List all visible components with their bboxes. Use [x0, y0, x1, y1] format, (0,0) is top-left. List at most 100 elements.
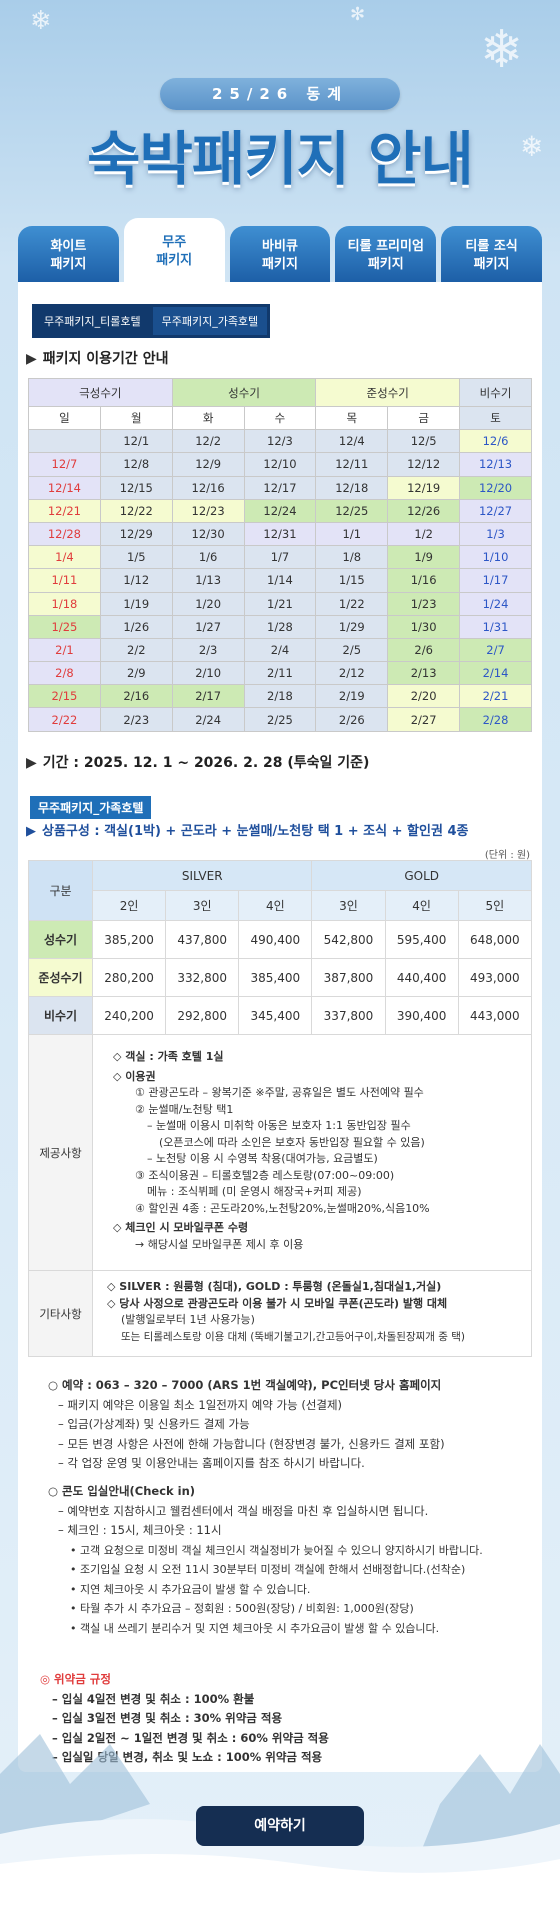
info-line: – 패키지 예약은 이용일 최소 1일전까지 예약 가능 (선결제) — [58, 1397, 343, 1412]
penalty-line: – 입실 4일전 변경 및 취소 : 100% 환불 — [52, 1691, 255, 1706]
calendar-cell: 1/14 — [243, 568, 317, 593]
calendar-cell: 1/1 — [315, 521, 389, 547]
tab-bbq-package[interactable]: 바비큐 패키지 — [229, 226, 331, 282]
reserve-button[interactable]: 예약하기 — [196, 1806, 364, 1846]
penalty-info: ◎ 위약금 규정 – 입실 4일전 변경 및 취소 : 100% 환불 – 입실… — [40, 1670, 329, 1768]
calendar-cell: 2/25 — [243, 707, 317, 732]
snowflake-icon: ❄ — [480, 20, 524, 80]
price-cell: 437,800 — [165, 920, 240, 959]
row-label: 성수기 — [28, 920, 93, 959]
calendar-cell: 12/10 — [243, 452, 317, 477]
calendar-cell: 12/1 — [99, 429, 173, 454]
tab-tirol-breakfast-package[interactable]: 티롤 조식 패키지 — [441, 226, 542, 282]
calendar-cell: 12/3 — [243, 429, 317, 454]
tab-muju-package[interactable]: 무주 패키지 — [123, 218, 225, 282]
package-badge: 무주패키지_가족호텔 — [30, 796, 152, 819]
calendar-cell: 2/21 — [459, 684, 532, 709]
etc-item: ◇ SILVER : 원룸형 (침대), GOLD : 투룸형 (온돌실1,침대… — [107, 1280, 442, 1293]
calendar-cell: 2/2 — [99, 637, 173, 663]
snowflake-icon: ❄ — [30, 6, 52, 36]
tab-tirol-premium-package[interactable]: 티롤 프리미엄 패키지 — [335, 226, 437, 282]
reserve-title: ○ 예약 : 063 – 320 – 7000 (ARS 1번 객실예약), P… — [48, 1378, 442, 1392]
table-row: 성수기 385,200 437,800 490,400 542,800 595,… — [28, 920, 533, 959]
triangle-icon: ▶ — [26, 351, 37, 367]
calendar-cell: 1/11 — [28, 568, 101, 593]
calendar-cell: 12/27 — [459, 498, 532, 523]
calendar-cell: 1/21 — [243, 591, 317, 616]
price-cell: 595,400 — [384, 920, 459, 959]
weekday-cell: 일 — [28, 405, 101, 431]
table-row: 준성수기 280,200 332,800 385,400 387,800 440… — [28, 958, 533, 997]
calendar-cell: 2/8 — [28, 661, 101, 686]
calendar-cell: 1/13 — [171, 568, 245, 593]
person-header: 2인 — [91, 890, 167, 921]
calendar-cell: 12/9 — [171, 452, 245, 477]
reserve-info: ○ 예약 : 063 – 320 – 7000 (ARS 1번 객실예약), P… — [48, 1376, 445, 1474]
calendar-row: 12/21 12/22 12/23 12/24 12/25 12/26 12/27 — [28, 498, 532, 523]
info-line: • 객실 내 쓰레기 분리수거 및 지연 체크아웃 시 추가요금이 발생 할 수… — [70, 1621, 440, 1635]
price-cell: 280,200 — [91, 958, 167, 997]
content-card: 무주패키지_티롤호텔 무주패키지_가족호텔 ▶ 패키지 이용기간 안내 극성수기 … — [18, 282, 542, 1772]
calendar-cell: 1/26 — [99, 614, 173, 639]
unit-note: (단위 : 원) — [484, 850, 530, 861]
provide-item: 메뉴 : 조식뷔페 (미 운영시 해장국+커피 제공) — [147, 1185, 362, 1198]
calendar-cell: 12/13 — [459, 452, 532, 477]
calendar-cell: 12/24 — [243, 498, 317, 523]
calendar-cell: 12/2 — [171, 429, 245, 454]
calendar-cell: 1/22 — [315, 591, 389, 616]
subtab-tirol-hotel[interactable]: 무주패키지_티롤호텔 — [44, 315, 141, 328]
calendar-cell: 12/23 — [171, 498, 245, 523]
checkin-info: ○ 콘도 입실안내(Check in) – 예약번호 지참하시고 웰컴센터에서 … — [48, 1482, 483, 1638]
snowflake-icon: ✻ — [350, 4, 366, 25]
subtab-family-hotel[interactable]: 무주패키지_가족호텔 — [152, 307, 268, 335]
row-label: 준성수기 — [28, 958, 93, 997]
calendar-cell: 12/4 — [315, 429, 389, 454]
calendar-cell: 12/21 — [28, 498, 101, 523]
calendar-cell: 12/8 — [99, 452, 173, 477]
price-cell: 390,400 — [384, 996, 459, 1035]
calendar-cell: 1/25 — [28, 614, 101, 639]
provide-item: → 해당시설 모바일쿠폰 제시 후 이용 — [135, 1237, 304, 1251]
calendar-cell: 2/5 — [315, 637, 389, 663]
legend-high: 성수기 — [171, 378, 317, 407]
calendar-cell: 1/5 — [99, 545, 173, 570]
legend-low: 비수기 — [459, 378, 532, 407]
info-line: – 입금(가상계좌) 및 신용카드 결제 가능 — [58, 1417, 250, 1431]
calendar-cell: 12/5 — [387, 429, 461, 454]
provide-item: – 눈썰매 이용시 미취학 아동은 보호자 1:1 동반입장 필수 — [147, 1119, 411, 1132]
calendar-cell: 12/20 — [459, 475, 532, 500]
calendar-cell: 1/17 — [459, 568, 532, 593]
calendar-cell: 1/20 — [171, 591, 245, 616]
calendar-cell: 12/17 — [243, 475, 317, 500]
provide-item: ③ 조식이용권 – 티롤호텔2층 레스토랑(07:00~09:00) — [135, 1168, 395, 1182]
person-header: 3인 — [165, 890, 240, 921]
info-line: – 예약번호 지참하시고 웰컴센터에서 객실 배정을 마친 후 입실하시면 됩니… — [58, 1503, 429, 1518]
tab-white-package[interactable]: 화이트 패키지 — [18, 226, 119, 282]
calendar-row: 1/11 1/12 1/13 1/14 1/15 1/16 1/17 — [28, 568, 532, 593]
calendar-cell: 1/15 — [315, 568, 389, 593]
provide-label: 제공사항 — [28, 1034, 93, 1271]
price-cell: 332,800 — [165, 958, 240, 997]
calendar-row: 2/8 2/9 2/10 2/11 2/12 2/13 2/14 — [28, 661, 532, 686]
price-cell: 648,000 — [457, 920, 533, 959]
calendar-cell: 2/9 — [99, 661, 173, 686]
price-cell: 542,800 — [311, 920, 386, 959]
calendar-cell: 1/4 — [28, 545, 101, 570]
info-line: • 고객 요청으로 미정비 객실 체크인시 객실정비가 늦어질 수 있으니 양지… — [70, 1543, 483, 1557]
calendar-cell: 2/6 — [387, 637, 461, 663]
price-cell: 440,400 — [384, 958, 459, 997]
calendar-row: 2/22 2/23 2/24 2/25 2/26 2/27 2/28 — [28, 707, 532, 732]
snow-scene-illustration — [0, 1734, 560, 1914]
price-cell: 345,400 — [238, 996, 313, 1035]
calendar-cell: 1/19 — [99, 591, 173, 616]
weekday-cell: 화 — [171, 405, 245, 431]
calendar-cell: 1/18 — [28, 591, 101, 616]
legend-mid: 준성수기 — [315, 378, 461, 407]
calendar-cell: 1/29 — [315, 614, 389, 639]
calendar-row: 12/7 12/8 12/9 12/10 12/11 12/12 12/13 — [28, 452, 532, 477]
calendar-cell: 1/24 — [459, 591, 532, 616]
gold-header: GOLD — [311, 860, 532, 891]
calendar-row: 2/1 2/2 2/3 2/4 2/5 2/6 2/7 — [28, 637, 532, 663]
season-legend-row: 극성수기 성수기 준성수기 비수기 — [28, 378, 532, 407]
